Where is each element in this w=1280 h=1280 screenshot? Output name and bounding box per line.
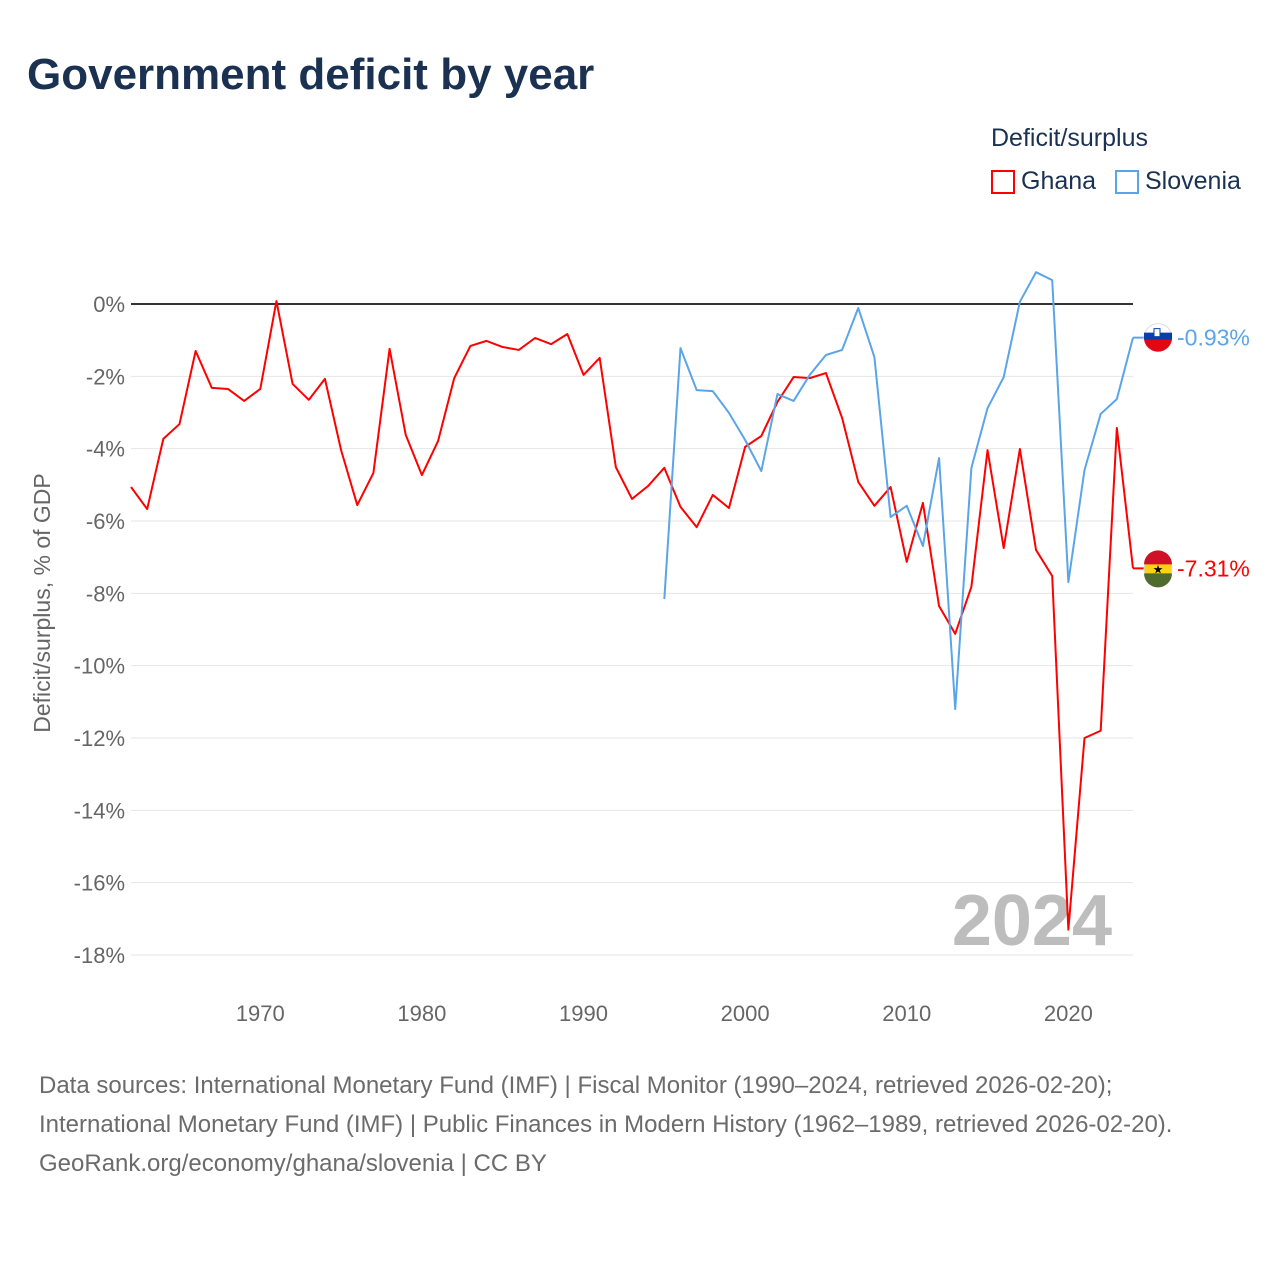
- y-tick-label: -12%: [74, 726, 125, 751]
- y-tick-label: -14%: [74, 798, 125, 823]
- y-tick-label: -16%: [74, 871, 125, 896]
- legend-label: Slovenia: [1145, 167, 1241, 195]
- chart-plot: 0% -2% -4% -6% -8% -10% -12% -14% -16% -18% 1970 19…: [29, 271, 1250, 1026]
- legend-title: Deficit/surplus: [991, 124, 1148, 152]
- x-tick-label: 1980: [397, 1001, 446, 1026]
- legend-swatch: [991, 169, 1015, 194]
- data-sources: Data sources: International Monetary Fun…: [39, 1072, 1173, 1138]
- year-watermark: 2024: [952, 881, 1112, 961]
- legend-item-ghana[interactable]: Ghana: [991, 167, 1096, 196]
- footer: Data sources: International Monetary Fun…: [39, 1066, 1239, 1183]
- y-tick-label: -8%: [86, 581, 125, 606]
- y-tick-label: -18%: [74, 943, 125, 968]
- x-tick-label: 1970: [236, 1001, 285, 1026]
- x-tick-label: 2020: [1044, 1001, 1093, 1026]
- y-tick-label: -6%: [86, 509, 125, 534]
- flag-star: ★: [1153, 562, 1164, 576]
- y-tick-label: -10%: [74, 654, 125, 679]
- credit-link[interactable]: GeoRank.org/economy/ghana/slovenia | CC …: [39, 1150, 547, 1177]
- x-tick-label: 1990: [559, 1001, 608, 1026]
- legend-swatch: [1115, 169, 1139, 194]
- chart-title: Government deficit by year: [27, 50, 595, 99]
- legend-label: Ghana: [1021, 167, 1097, 195]
- y-tick-label: 0%: [93, 292, 125, 317]
- flag-stripe: [1144, 550, 1172, 565]
- x-tick-label: 2010: [882, 1001, 931, 1026]
- x-tick-label: 2000: [721, 1001, 770, 1026]
- end-value-label-slovenia: -0.93%: [1177, 325, 1250, 351]
- y-tick-label: -2%: [86, 364, 125, 389]
- series-line-ghana: [130, 300, 1134, 931]
- flag-shield: [1153, 328, 1161, 338]
- series-line-slovenia: [663, 271, 1134, 711]
- y-tick-label: -4%: [86, 437, 125, 462]
- flag-stripe: [1144, 337, 1172, 352]
- legend-item-slovenia[interactable]: Slovenia: [1115, 167, 1241, 196]
- y-axis-label: Deficit/surplus, % of GDP: [29, 473, 55, 732]
- end-value-label-ghana: -7.31%: [1177, 555, 1250, 581]
- flag-stripe: [1144, 573, 1172, 588]
